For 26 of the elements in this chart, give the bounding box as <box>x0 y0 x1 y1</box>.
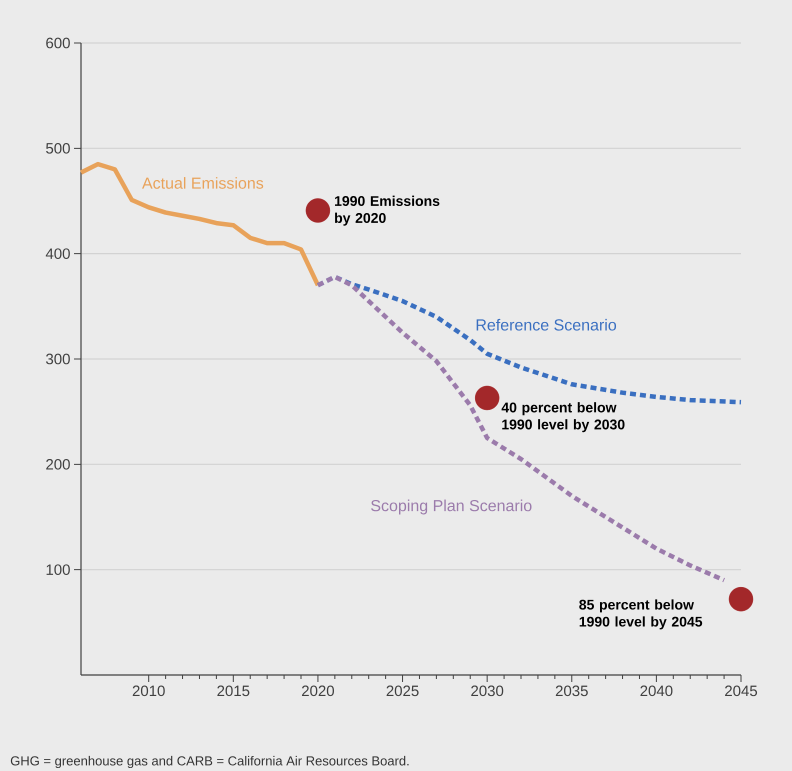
x-tick-label: 2040 <box>640 686 672 696</box>
y-tick-label: 600 <box>46 38 70 48</box>
y-tick-label: 100 <box>46 564 70 575</box>
x-tick-label: 2035 <box>556 686 588 696</box>
series-label: Actual Emissions <box>142 177 264 189</box>
x-tick-label: 2025 <box>386 686 419 696</box>
text: GHG = greenhouse gas and CARB = California Air Resources Board. <box>10 756 409 768</box>
y-tick-label: 500 <box>46 143 70 154</box>
point <box>728 586 754 612</box>
point <box>306 198 330 223</box>
annotation: 85 percent below 1990 level by 2045 <box>579 599 702 630</box>
series-label: Scoping Plan Scenario <box>371 500 532 514</box>
x-tick-label: 2015 <box>217 686 250 696</box>
x-tick-label: 2010 <box>132 686 165 696</box>
line-series <box>316 274 726 582</box>
x-tick-label: 2045 <box>725 686 758 696</box>
series-label: Reference Scenario <box>476 318 616 331</box>
annotation: 40 percent below 1990 level by 2030 <box>502 402 625 432</box>
annotation: 1990 Emissions by 2020 <box>335 196 440 226</box>
x-tick-label: 2030 <box>471 686 504 696</box>
y-tick-label: 200 <box>46 459 70 470</box>
x-tick-label: 2020 <box>302 686 334 696</box>
y-tick-label: 400 <box>46 248 70 259</box>
point <box>474 386 500 410</box>
line-series <box>78 162 320 288</box>
y-tick-label: 300 <box>46 354 70 364</box>
